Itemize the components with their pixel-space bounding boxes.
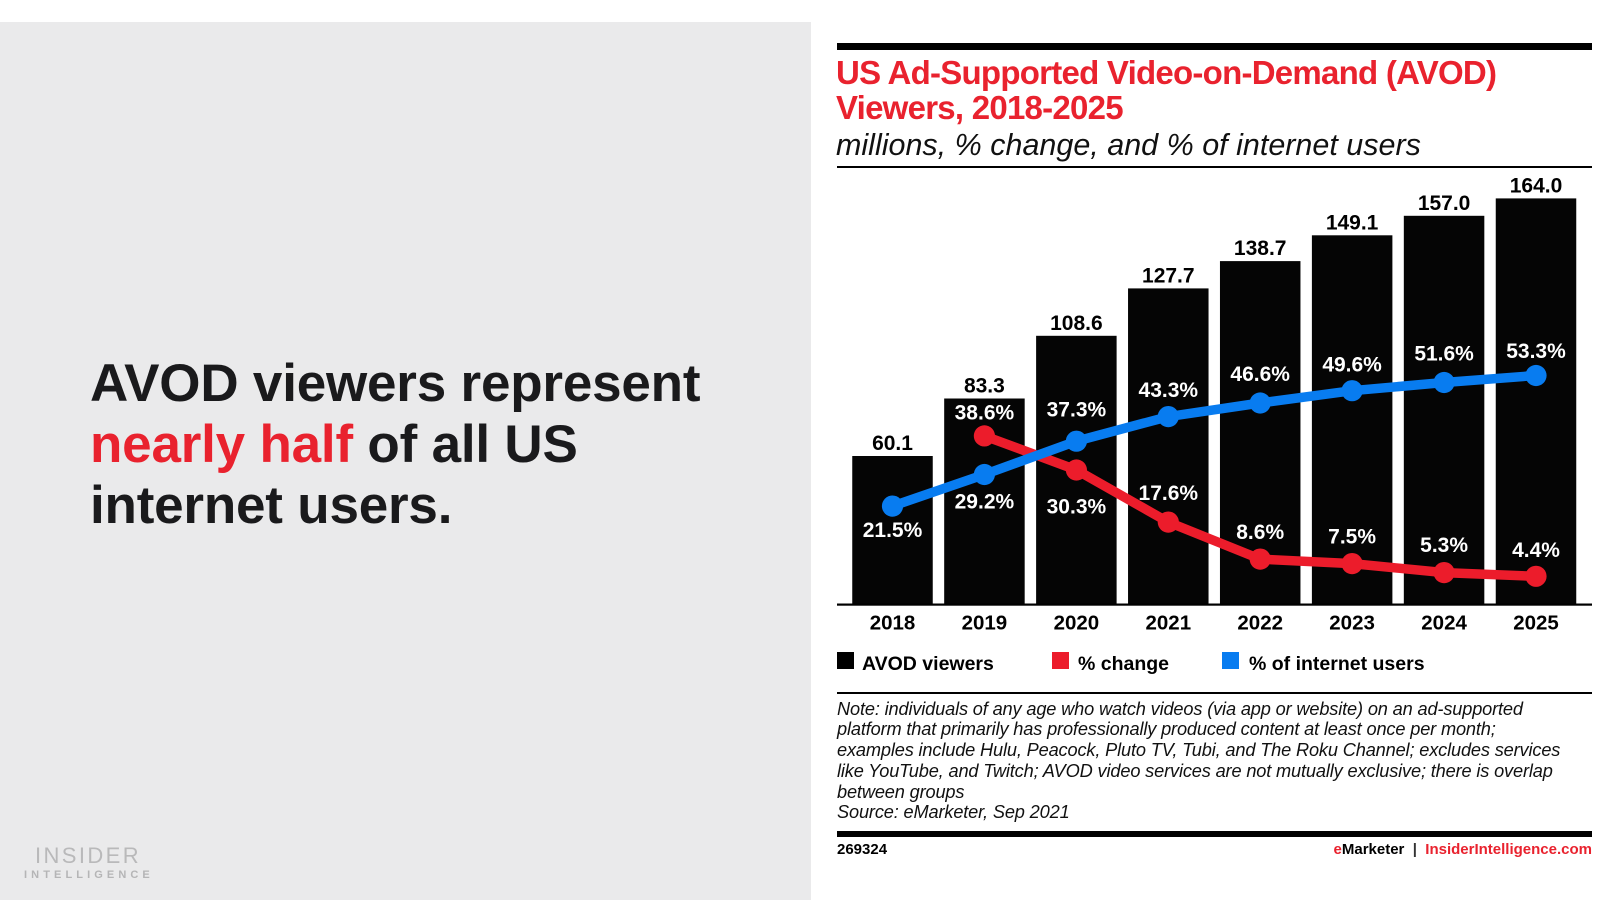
svg-text:138.7: 138.7 [1234,237,1287,260]
svg-text:2018: 2018 [870,612,916,635]
svg-text:17.6%: 17.6% [1139,482,1199,505]
svg-text:157.0: 157.0 [1418,192,1471,215]
svg-text:2020: 2020 [1054,612,1100,635]
svg-text:2021: 2021 [1145,612,1191,635]
svg-text:2019: 2019 [962,612,1008,635]
svg-text:46.6%: 46.6% [1230,363,1290,386]
svg-text:8.6%: 8.6% [1236,521,1284,544]
svg-text:2024: 2024 [1421,612,1467,635]
svg-text:127.7: 127.7 [1142,264,1195,287]
svg-text:49.6%: 49.6% [1322,354,1382,377]
svg-text:60.1: 60.1 [872,432,913,455]
svg-text:51.6%: 51.6% [1414,343,1474,366]
svg-text:2022: 2022 [1237,612,1283,635]
svg-text:21.5%: 21.5% [863,519,923,542]
svg-text:29.2%: 29.2% [955,490,1015,513]
svg-text:30.3%: 30.3% [1047,496,1107,519]
svg-text:7.5%: 7.5% [1328,526,1376,549]
svg-text:149.1: 149.1 [1326,211,1379,234]
svg-text:5.3%: 5.3% [1420,534,1468,557]
svg-text:2023: 2023 [1329,612,1375,635]
svg-text:108.6: 108.6 [1050,312,1103,335]
svg-text:2025: 2025 [1513,612,1559,635]
svg-text:43.3%: 43.3% [1139,379,1199,402]
svg-text:4.4%: 4.4% [1512,539,1560,562]
svg-text:83.3: 83.3 [964,375,1005,398]
svg-text:38.6%: 38.6% [955,401,1015,424]
svg-text:164.0: 164.0 [1510,174,1563,197]
svg-text:53.3%: 53.3% [1506,340,1566,363]
svg-text:37.3%: 37.3% [1047,398,1107,421]
